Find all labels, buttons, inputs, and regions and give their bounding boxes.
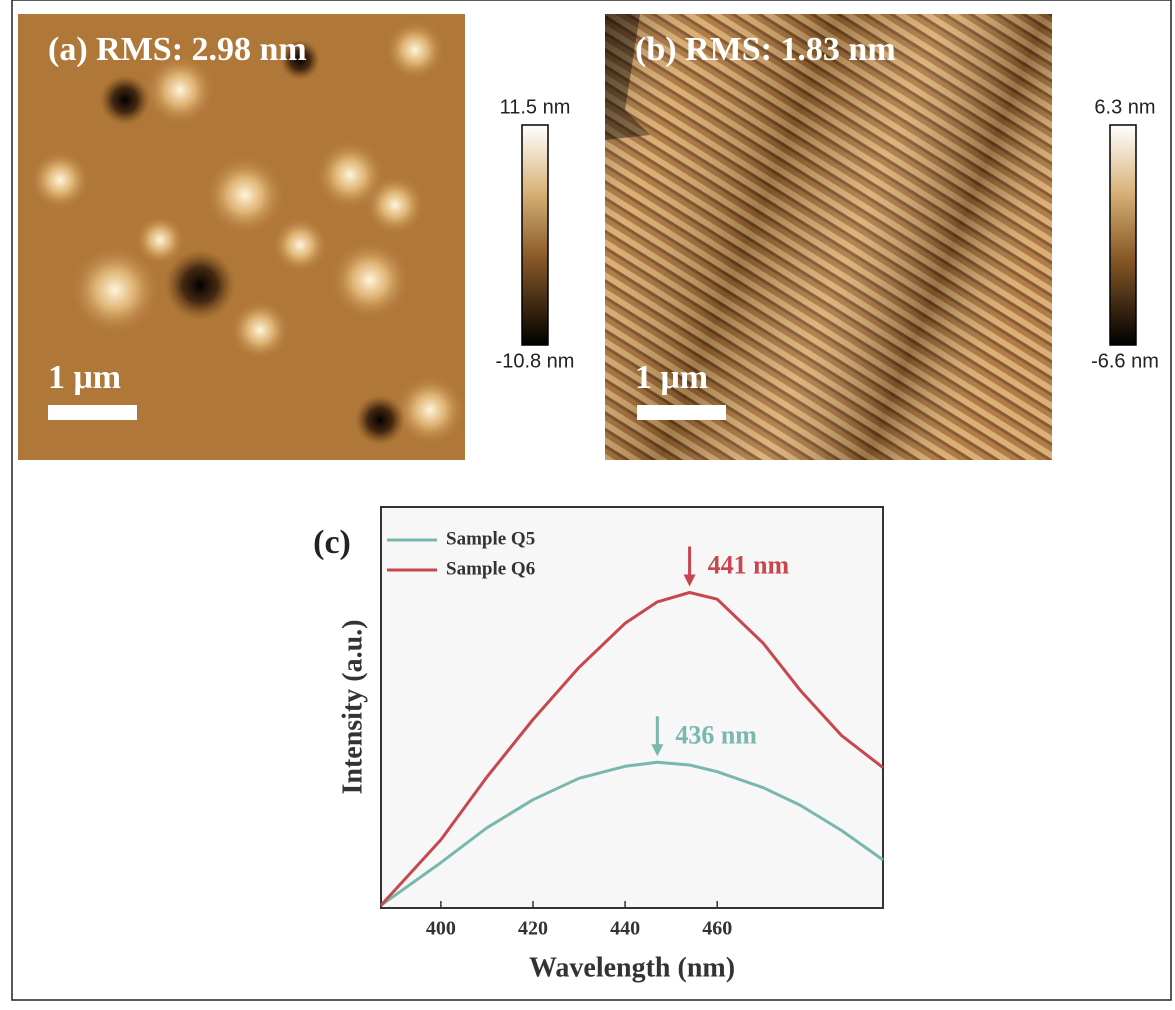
x-axis-label: Wavelength (nm) (529, 952, 735, 983)
colorbar-max: 11.5 nm (500, 96, 571, 118)
panel-label: (a) RMS: 2.98 nm (48, 31, 307, 68)
scale-bar-label: 1 μm (635, 359, 708, 396)
scale-bar-label: 1 μm (48, 359, 121, 396)
x-tick-label: 420 (518, 918, 548, 940)
colorbar-min: -10.8 nm (496, 350, 575, 372)
peak-label: 436 nm (675, 720, 757, 749)
x-tick-label: 400 (426, 918, 456, 940)
x-tick-label: 460 (702, 918, 732, 940)
figure: (a) RMS: 2.98 nm 1 μm 11.5 nm -10.8 nm (… (0, 0, 1175, 1005)
colorbar-max: 6.3 nm (1094, 96, 1155, 118)
colorbar-min: -6.6 nm (1091, 350, 1159, 372)
x-tick-label: 440 (610, 918, 640, 940)
legend-label: Sample Q6 (446, 558, 535, 579)
legend-label: Sample Q5 (446, 528, 535, 549)
y-axis-label: Intensity (a.u.) (337, 619, 368, 794)
peak-label: 441 nm (708, 551, 790, 580)
panel-label: (b) RMS: 1.83 nm (635, 31, 896, 68)
colorbar (522, 125, 548, 345)
colorbar (1110, 125, 1136, 345)
panel-label: (c) (313, 524, 351, 561)
